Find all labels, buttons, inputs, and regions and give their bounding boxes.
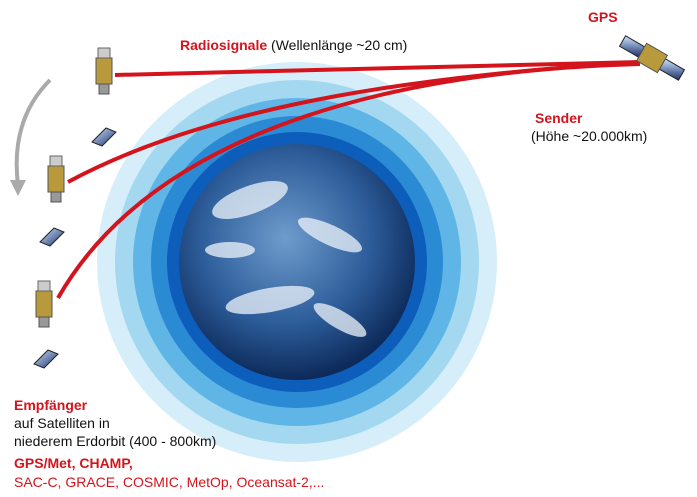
sender-detail: (Höhe ~20.000km) [531, 128, 647, 144]
gps-label: GPS [588, 9, 618, 25]
receiver-panel [34, 350, 58, 368]
motion-arrow [17, 80, 50, 185]
receiver-satellite [36, 281, 52, 327]
page: { "gps": {"label": "GPS"}, "signal": {"t… [0, 0, 697, 497]
signal-label: Radiosignale (Wellenlänge ~20 cm) [180, 37, 407, 53]
gps-satellite [618, 32, 687, 83]
signal-title: Radiosignale [180, 37, 267, 53]
receiver-satellite [96, 48, 112, 94]
motion-arrowhead [10, 180, 26, 196]
receiver-line: auf Satelliten in [14, 415, 110, 431]
receiver-panel [40, 228, 64, 246]
receiver-line: niederem Erdorbit (400 - 800km) [14, 433, 216, 449]
receiver-satellite [48, 156, 64, 202]
missions-more: SAC-C, GRACE, COSMIC, MetOp, Oceansat-2,… [14, 474, 324, 490]
diagram: GPS Radiosignale (Wellenlänge ~20 cm) Se… [0, 0, 697, 497]
missions-main: GPS/Met, CHAMP, [14, 455, 133, 471]
earth [179, 144, 415, 380]
sender-title: Sender [535, 110, 583, 126]
atmosphere [97, 62, 497, 462]
signal-detail: (Wellenlänge ~20 cm) [271, 37, 407, 53]
receiver-panel [92, 128, 116, 146]
receiver-title: Empfänger [14, 397, 88, 413]
